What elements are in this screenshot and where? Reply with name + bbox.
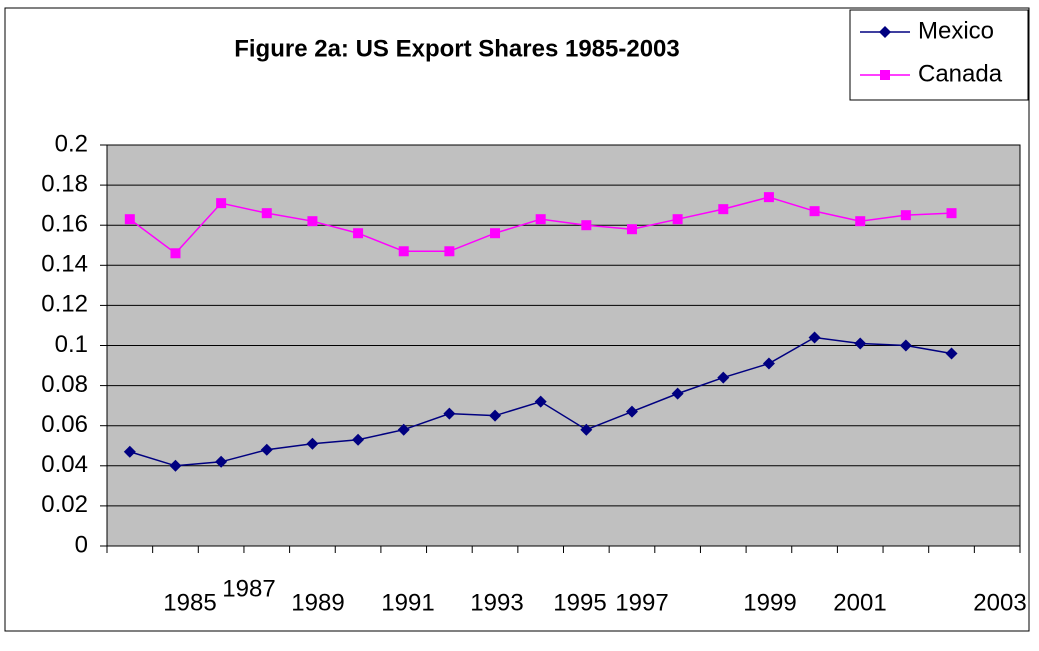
marker xyxy=(900,210,911,221)
chart-title: Figure 2a: US Export Shares 1985-2003 xyxy=(234,35,680,62)
marker xyxy=(307,216,318,227)
marker xyxy=(672,214,683,225)
marker xyxy=(260,443,273,456)
marker xyxy=(444,246,455,257)
y-tick-label: 0.1 xyxy=(55,331,88,358)
x-tick-label: 1997 xyxy=(615,589,668,616)
marker xyxy=(671,387,684,400)
marker xyxy=(945,347,958,360)
y-tick-label: 0.14 xyxy=(41,251,88,278)
legend-box xyxy=(849,9,1029,101)
marker xyxy=(352,433,365,446)
marker xyxy=(581,220,592,231)
legend-label: Canada xyxy=(918,60,1003,87)
marker xyxy=(170,248,181,259)
marker xyxy=(763,192,774,203)
x-tick-label: 1987 xyxy=(222,575,275,602)
marker xyxy=(397,423,410,436)
x-tick-label: 1993 xyxy=(470,589,523,616)
marker xyxy=(398,246,409,257)
marker xyxy=(215,455,228,468)
marker xyxy=(580,423,593,436)
marker xyxy=(306,437,319,450)
marker xyxy=(443,407,456,420)
x-tick-label: 1995 xyxy=(553,589,606,616)
marker xyxy=(261,208,272,219)
marker xyxy=(353,228,364,239)
y-tick-label: 0.16 xyxy=(41,211,88,238)
marker xyxy=(946,208,957,219)
legend-label: Mexico xyxy=(918,17,994,44)
marker xyxy=(626,224,637,235)
marker xyxy=(534,395,547,408)
x-tick-label: 1991 xyxy=(381,589,434,616)
y-tick-label: 0.06 xyxy=(41,411,88,438)
y-tick-label: 0.2 xyxy=(55,130,88,157)
marker xyxy=(490,228,501,239)
y-tick-label: 0.12 xyxy=(41,291,88,318)
chart-frame xyxy=(4,7,1030,632)
marker xyxy=(489,409,502,422)
marker xyxy=(762,357,775,370)
marker xyxy=(855,216,866,227)
marker xyxy=(216,198,227,209)
y-tick-label: 0.02 xyxy=(41,491,88,518)
y-tick-label: 0.18 xyxy=(41,170,88,197)
marker xyxy=(808,331,821,344)
x-tick-label: 2001 xyxy=(833,589,886,616)
x-tick-label: 1985 xyxy=(163,589,216,616)
marker xyxy=(169,459,182,472)
marker xyxy=(535,214,546,225)
x-tick-label: 1989 xyxy=(291,589,344,616)
marker xyxy=(809,206,820,217)
marker xyxy=(854,337,867,350)
x-tick-label: 1999 xyxy=(743,589,796,616)
x-tick-label: 2003 xyxy=(973,589,1026,616)
marker xyxy=(625,405,638,418)
marker xyxy=(123,445,136,458)
legend-marker xyxy=(880,70,890,80)
marker xyxy=(899,339,912,352)
y-tick-label: 0.04 xyxy=(41,451,88,478)
legend-marker xyxy=(879,26,891,38)
y-tick-label: 0 xyxy=(75,531,88,558)
marker xyxy=(717,371,730,384)
y-tick-label: 0.08 xyxy=(41,371,88,398)
marker xyxy=(718,204,729,215)
marker xyxy=(124,214,135,225)
